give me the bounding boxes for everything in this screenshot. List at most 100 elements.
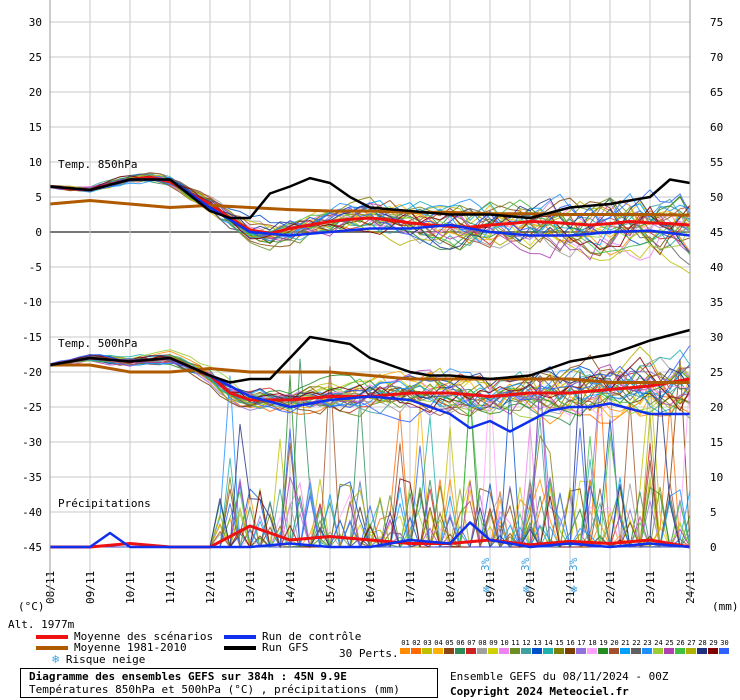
pert-legend-item: 08 (477, 639, 488, 654)
copyright: Copyright 2024 Meteociel.fr (450, 685, 629, 698)
pert-legend-item: 28 (697, 639, 708, 654)
title-box: Diagramme des ensembles GEFS sur 384h : … (20, 668, 438, 698)
pert-color-swatch (609, 648, 619, 654)
date-tick-label: 10/11 (124, 571, 137, 604)
pert-color-swatch (587, 648, 597, 654)
legend-gfs: Run GFS (224, 641, 308, 654)
right-tick-label: 65 (710, 86, 723, 99)
perturbation-line (49, 354, 691, 402)
pert-number: 13 (533, 639, 542, 647)
left-tick-label: -20 (22, 366, 42, 379)
pert-number: 16 (566, 639, 575, 647)
pert-number: 17 (577, 639, 586, 647)
pert-number: 28 (698, 639, 707, 647)
pert-legend-item: 20 (609, 639, 620, 654)
pert-legend-item: 15 (554, 639, 565, 654)
pert-number: 23 (643, 639, 652, 647)
snow-risk-label: 3% (567, 557, 580, 571)
date-tick-label: 11/11 (164, 571, 177, 604)
pert-color-swatch (455, 648, 465, 654)
perts-label: 30 Perts. (339, 647, 399, 660)
right-tick-label: 60 (710, 121, 723, 134)
series-line-t500 (49, 328, 691, 384)
right-tick-label: 5 (710, 506, 717, 519)
left-tick-label: -10 (22, 296, 42, 309)
pert-legend-item: 01 (400, 639, 411, 654)
pert-number: 04 (434, 639, 443, 647)
legend-mean-swatch (36, 635, 68, 639)
pert-color-swatch (631, 648, 641, 654)
date-tick-label: 19/11 (484, 571, 497, 604)
pert-legend-item: 02 (411, 639, 422, 654)
pert-number: 15 (555, 639, 564, 647)
pert-color-swatch (576, 648, 586, 654)
pert-legend-item: 19 (598, 639, 609, 654)
left-tick-label: 15 (29, 121, 42, 134)
pert-number: 07 (467, 639, 476, 647)
pert-color-swatch (598, 648, 608, 654)
pert-number: 30 (720, 639, 729, 647)
chart-subtitle: Températures 850hPa et 500hPa (°C) , pré… (29, 683, 400, 696)
date-tick-label: 13/11 (244, 571, 257, 604)
pert-color-swatch (653, 648, 663, 654)
pert-color-swatch (664, 648, 674, 654)
perturbation-line (49, 175, 691, 261)
pert-number: 27 (687, 639, 696, 647)
snow-risk-label: 3% (519, 557, 532, 571)
left-tick-label: 0 (35, 226, 42, 239)
pert-number: 05 (445, 639, 454, 647)
pert-color-swatch (521, 648, 531, 654)
right-tick-label: 50 (710, 191, 723, 204)
pert-legend-item: 09 (488, 639, 499, 654)
left-tick-label: 20 (29, 86, 42, 99)
label-t850: Temp. 850hPa (58, 158, 137, 171)
pert-legend-item: 06 (455, 639, 466, 654)
date-tick-label: 12/11 (204, 571, 217, 604)
legend-mean: Moyenne des scénarios (36, 630, 213, 643)
right-tick-label: 30 (710, 331, 723, 344)
left-tick-label: -25 (22, 401, 42, 414)
label-t500: Temp. 500hPa (58, 337, 137, 350)
pert-number: 18 (588, 639, 597, 647)
pert-number: 11 (511, 639, 520, 647)
snowflake-icon: ❄ (571, 583, 578, 596)
pert-number: 21 (621, 639, 630, 647)
pert-color-swatch (400, 648, 410, 654)
pert-legend-item: 10 (499, 639, 510, 654)
pert-number: 10 (500, 639, 509, 647)
legend-snow: ❄ Risque neige (52, 652, 146, 666)
right-tick-label: 35 (710, 296, 723, 309)
pert-legend-item: 23 (642, 639, 653, 654)
right-tick-label: 25 (710, 366, 723, 379)
pert-color-swatch (433, 648, 443, 654)
pert-legend-item: 12 (521, 639, 532, 654)
pert-number: 20 (610, 639, 619, 647)
pert-legend-item: 24 (653, 639, 664, 654)
date-tick-label: 17/11 (404, 571, 417, 604)
date-tick-label: 16/11 (364, 571, 377, 604)
snowflake-icon: ❄ (52, 652, 60, 666)
right-tick-label: 75 (710, 16, 723, 29)
left-tick-label: -15 (22, 331, 42, 344)
pert-color-swatch (697, 648, 707, 654)
date-tick-label: 20/11 (524, 571, 537, 604)
pert-number: 09 (489, 639, 498, 647)
legend-control: Run de contrôle (224, 630, 361, 643)
left-tick-label: -35 (22, 471, 42, 484)
pert-legend-item: 16 (565, 639, 576, 654)
left-tick-label: -30 (22, 436, 42, 449)
snow-risk-markers: 3% ❄ 3% ❄ 3% ❄ (479, 557, 580, 596)
left-tick-label: 30 (29, 16, 42, 29)
chart-title: Diagramme des ensembles GEFS sur 384h : … (29, 670, 347, 683)
date-tick-label: 15/11 (324, 571, 337, 604)
pert-color-swatch (411, 648, 421, 654)
pert-color-swatch (543, 648, 553, 654)
right-axis-unit: (mm) (712, 600, 739, 613)
pert-color-swatch (477, 648, 487, 654)
date-tick-label: 18/11 (444, 571, 457, 604)
series-line-t500 (50, 363, 690, 384)
pert-color-swatch (708, 648, 718, 654)
pert-number: 12 (522, 639, 531, 647)
date-tick-label: 23/11 (644, 571, 657, 604)
date-tick-label: 21/11 (564, 571, 577, 604)
